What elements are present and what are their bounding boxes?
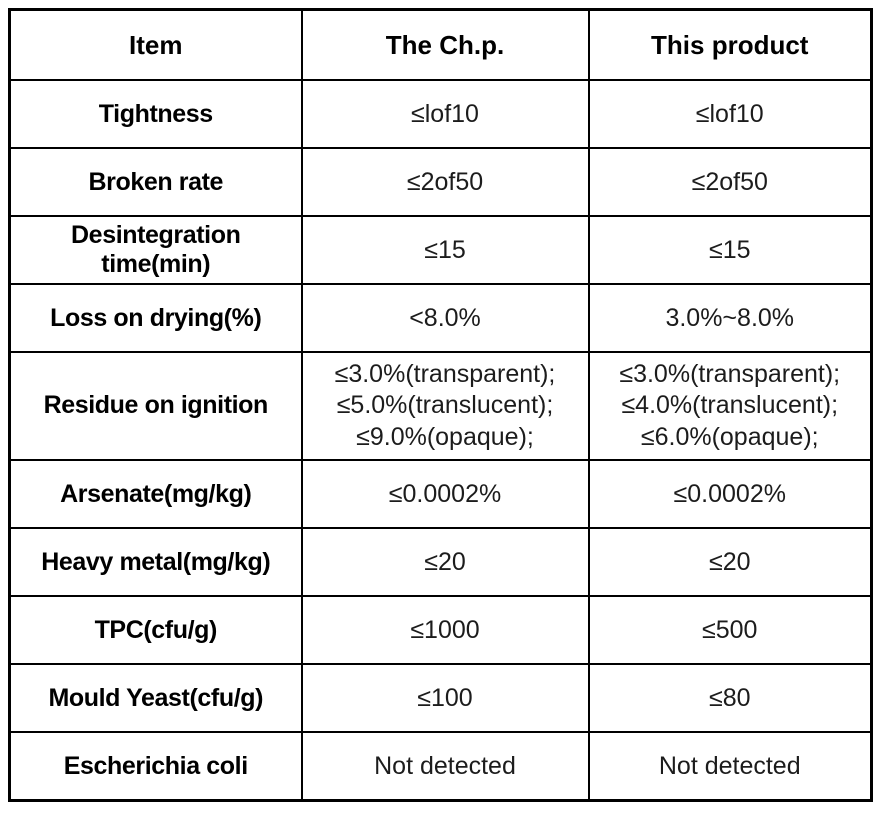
- product-cell: ≤20: [587, 527, 873, 597]
- chp-cell: ≤15: [300, 215, 590, 285]
- column-header-chp: The Ch.p.: [300, 8, 590, 81]
- column-header-product: This product: [587, 8, 873, 81]
- product-cell: ≤15: [587, 215, 873, 285]
- table-row: Mould Yeast(cfu/g) ≤100 ≤80: [8, 663, 873, 733]
- table-row: Broken rate ≤2of50 ≤2of50: [8, 147, 873, 217]
- item-cell: Escherichia coli: [8, 731, 303, 802]
- item-cell: Mould Yeast(cfu/g): [8, 663, 303, 733]
- product-cell: ≤0.0002%: [587, 459, 873, 529]
- chp-cell: ≤2of50: [300, 147, 590, 217]
- item-cell: TPC(cfu/g): [8, 595, 303, 665]
- table-row: Escherichia coli Not detected Not detect…: [8, 731, 873, 802]
- table-row: Tightness ≤lof10 ≤lof10: [8, 79, 873, 149]
- product-cell: ≤500: [587, 595, 873, 665]
- table-row: Heavy metal(mg/kg) ≤20 ≤20: [8, 527, 873, 597]
- chp-cell: ≤20: [300, 527, 590, 597]
- chp-cell: ≤1000: [300, 595, 590, 665]
- product-cell: ≤3.0%(transparent); ≤4.0%(translucent); …: [587, 351, 873, 461]
- item-cell: Loss on drying(%): [8, 283, 303, 353]
- product-cell: ≤lof10: [587, 79, 873, 149]
- table-row: Arsenate(mg/kg) ≤0.0002% ≤0.0002%: [8, 459, 873, 529]
- table-row: Loss on drying(%) <8.0% 3.0%~8.0%: [8, 283, 873, 353]
- chp-cell: ≤0.0002%: [300, 459, 590, 529]
- chp-cell: ≤3.0%(transparent); ≤5.0%(translucent); …: [300, 351, 590, 461]
- product-cell: 3.0%~8.0%: [587, 283, 873, 353]
- item-cell: Residue on ignition: [8, 351, 303, 461]
- table-row: TPC(cfu/g) ≤1000 ≤500: [8, 595, 873, 665]
- item-cell: Arsenate(mg/kg): [8, 459, 303, 529]
- item-cell: Desintegration time(min): [8, 215, 303, 285]
- chp-cell: Not detected: [300, 731, 590, 802]
- chp-cell: ≤100: [300, 663, 590, 733]
- header-row: Item The Ch.p. This product: [8, 8, 873, 81]
- table-row: Residue on ignition ≤3.0%(transparent); …: [8, 351, 873, 461]
- chp-cell: ≤lof10: [300, 79, 590, 149]
- column-header-item: Item: [8, 8, 303, 81]
- product-cell: ≤80: [587, 663, 873, 733]
- chp-cell: <8.0%: [300, 283, 590, 353]
- table-row: Desintegration time(min) ≤15 ≤15: [8, 215, 873, 285]
- item-cell: Broken rate: [8, 147, 303, 217]
- item-cell: Heavy metal(mg/kg): [8, 527, 303, 597]
- item-cell: Tightness: [8, 79, 303, 149]
- spec-table: Item The Ch.p. This product Tightness ≤l…: [8, 8, 873, 802]
- product-cell: Not detected: [587, 731, 873, 802]
- product-cell: ≤2of50: [587, 147, 873, 217]
